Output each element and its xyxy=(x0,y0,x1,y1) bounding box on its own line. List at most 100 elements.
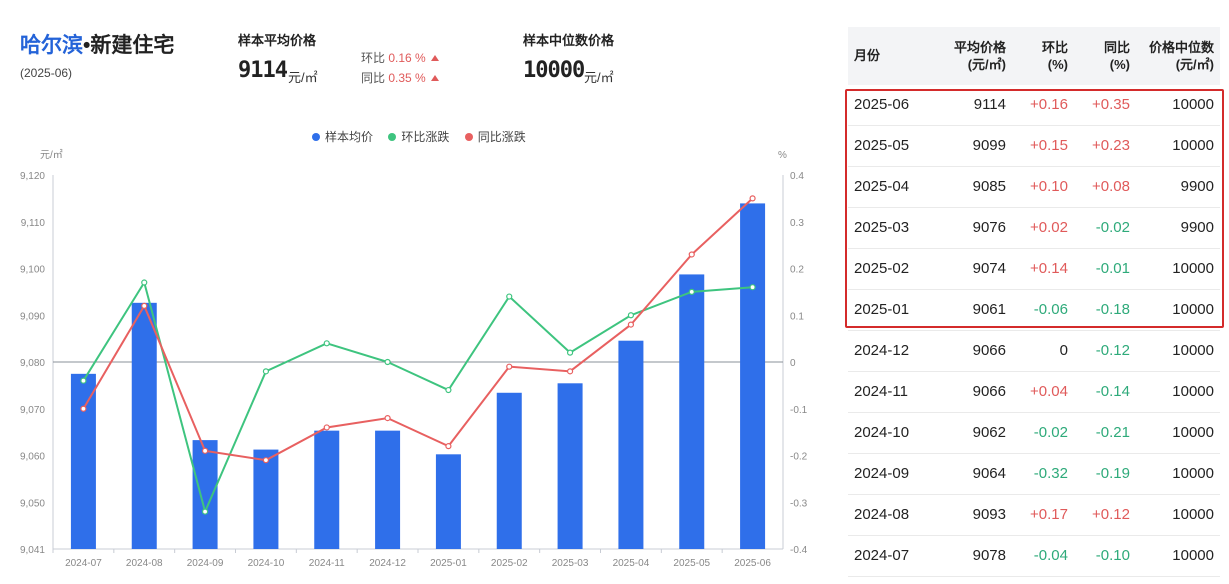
yoy-point xyxy=(262,457,270,464)
y-tick-right: -0.3 xyxy=(790,498,808,509)
cell-month: 2024-08 xyxy=(854,506,910,523)
cell-yoy: +0.35 xyxy=(1092,96,1130,113)
bar xyxy=(618,340,644,549)
cell-median: 9900 xyxy=(1180,178,1214,195)
cell-month: 2025-01 xyxy=(854,301,910,318)
x-tick-label: 2025-02 xyxy=(491,558,528,569)
yoy-value: 0.35 % xyxy=(388,71,426,85)
cell-yoy: +0.12 xyxy=(1092,506,1130,523)
mom-point xyxy=(627,312,635,319)
y-tick-left: 9,080 xyxy=(20,358,45,369)
cell-median: 10000 xyxy=(1172,260,1214,277)
legend-item-mom[interactable]: 环比涨跌 xyxy=(388,128,449,145)
x-tick-label: 2024-07 xyxy=(65,558,102,569)
bar xyxy=(435,454,461,549)
cell-median: 10000 xyxy=(1172,465,1214,482)
cell-month: 2024-10 xyxy=(854,424,910,441)
y-tick-right: 0.1 xyxy=(790,311,804,322)
x-tick-label: 2024-08 xyxy=(126,558,163,569)
up-arrow-icon xyxy=(430,55,439,61)
cell-median: 10000 xyxy=(1172,547,1214,564)
cell-median: 10000 xyxy=(1172,506,1214,523)
x-tick-label: 2024-09 xyxy=(187,558,224,569)
median-price-label: 样本中位数价格 xyxy=(523,33,615,48)
yoy-line xyxy=(82,197,754,462)
city-name: 哈尔滨 xyxy=(20,34,83,57)
cell-median: 10000 xyxy=(1172,301,1214,318)
bar xyxy=(375,430,401,549)
col-median: 价格中位数 (元/㎡) xyxy=(1148,40,1214,72)
x-tick-label: 2025-05 xyxy=(673,558,710,569)
cell-yoy: -0.19 xyxy=(1095,465,1130,482)
table-row: 2024-10 9062 -0.02 -0.21 10000 xyxy=(848,413,1220,454)
report-date: (2025-06) xyxy=(20,66,73,80)
x-tick-label: 2025-03 xyxy=(552,558,589,569)
cell-month: 2025-06 xyxy=(854,96,910,113)
cell-month: 2024-07 xyxy=(854,547,910,564)
cell-yoy: -0.10 xyxy=(1095,547,1130,564)
legend-swatch xyxy=(464,133,473,141)
cell-mom: +0.15 xyxy=(1030,137,1068,154)
legend-item-avg-price[interactable]: 样本均价 xyxy=(312,128,373,145)
cell-month: 2024-11 xyxy=(854,383,908,400)
yoy-point xyxy=(201,447,209,454)
table-row: 2025-05 9099 +0.15 +0.23 10000 xyxy=(848,126,1220,167)
mom-point xyxy=(749,284,756,291)
avg-mom-change: 环比 0.16 % xyxy=(361,49,439,66)
yoy-label: 同比 xyxy=(361,71,386,85)
mom-point xyxy=(445,386,452,394)
table-body: 2025-06 9114 +0.16 +0.35 10000 2025-05 9099 +0.… xyxy=(848,85,1220,577)
bar xyxy=(253,449,279,549)
mom-point xyxy=(566,349,574,356)
cell-mom: +0.16 xyxy=(1030,96,1068,113)
bar xyxy=(314,430,340,549)
y-tick-right: 0 xyxy=(790,358,796,369)
table-row: 2024-11 9066 +0.04 -0.14 10000 xyxy=(848,372,1220,413)
cell-mom: -0.02 xyxy=(1033,424,1068,441)
mom-line xyxy=(82,280,753,515)
legend-swatch xyxy=(388,133,397,141)
x-tick-label: 2025-06 xyxy=(734,558,771,569)
legend-item-yoy[interactable]: 同比涨跌 xyxy=(464,128,526,145)
table-row: 2025-04 9085 +0.10 +0.08 9900 xyxy=(848,167,1220,208)
mom-point xyxy=(262,368,270,375)
cell-avg-price: 9074 xyxy=(972,260,1006,277)
yoy-point xyxy=(445,443,452,450)
y-tick-left: 9,100 xyxy=(20,265,45,276)
table-row: 2024-07 9078 -0.04 -0.10 10000 xyxy=(848,536,1220,577)
cell-yoy: +0.23 xyxy=(1092,137,1130,154)
avg-price-value: 9114 xyxy=(238,58,288,83)
x-tick-label: 2024-11 xyxy=(309,558,345,569)
y-tick-right: -0.4 xyxy=(790,545,808,556)
y-axis-right-unit: % xyxy=(778,150,787,161)
table-row: 2025-02 9074 +0.14 -0.01 10000 xyxy=(848,249,1220,290)
cell-mom: +0.10 xyxy=(1030,178,1068,195)
y-tick-left: 9,090 xyxy=(20,311,45,322)
mom-value: 0.16 % xyxy=(388,51,426,65)
yoy-point xyxy=(323,424,330,431)
y-tick-left: 9,110 xyxy=(21,218,46,229)
bar xyxy=(679,274,705,549)
cell-mom: -0.32 xyxy=(1033,465,1068,482)
y-tick-left: 9,060 xyxy=(20,452,45,463)
cell-mom: +0.17 xyxy=(1030,506,1068,523)
mom-point xyxy=(688,288,695,295)
yoy-point xyxy=(506,363,513,370)
cell-avg-price: 9076 xyxy=(972,219,1006,236)
y-tick-right: -0.1 xyxy=(790,405,808,416)
yoy-point xyxy=(749,195,756,202)
median-price-unit: 元/㎡ xyxy=(584,70,614,85)
cell-mom: +0.04 xyxy=(1030,383,1068,400)
yoy-point xyxy=(80,405,87,412)
y-tick-right: -0.2 xyxy=(790,452,808,463)
cell-avg-price: 9064 xyxy=(972,465,1006,482)
yoy-point xyxy=(566,368,574,375)
col-mom: 环比 (%) xyxy=(1041,40,1068,72)
col-avg-price: 平均价格 (元/㎡) xyxy=(953,40,1006,72)
y-tick-left: 9,070 xyxy=(20,405,45,416)
bar xyxy=(496,392,522,549)
avg-price-unit: 元/㎡ xyxy=(288,70,318,85)
cell-mom: +0.14 xyxy=(1030,260,1068,277)
bar xyxy=(131,302,157,549)
cell-median: 10000 xyxy=(1172,137,1214,154)
